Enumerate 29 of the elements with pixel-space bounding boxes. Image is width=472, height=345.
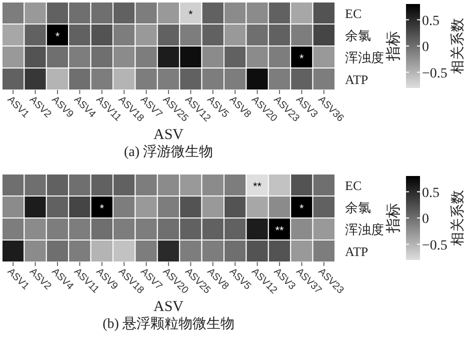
data-label: ** (253, 181, 262, 193)
color-bar-title: 相关系数 (450, 190, 466, 246)
color-bar-label: −0.5 (422, 66, 448, 82)
text: (b) 悬浮颗粒物微生物 (102, 316, 234, 332)
color-bar-label: 0.5 (422, 186, 440, 201)
color-bar-label: 0 (422, 212, 429, 227)
data-label: ** (275, 225, 284, 237)
text: (a) 浮游微生物 (124, 144, 214, 160)
y-tick-label: ATP (345, 72, 368, 87)
y-axis-title: 指标 (385, 31, 402, 62)
data-label: * (100, 203, 105, 215)
x-axis-title: ASV (153, 127, 184, 143)
data-label: * (188, 9, 194, 21)
y-axis-title: 指标 (385, 203, 402, 234)
data-label: * (55, 31, 60, 43)
data-label: * (300, 203, 305, 215)
color-bar-label: 0.5 (422, 14, 440, 29)
color-bar-label: 0 (422, 40, 429, 55)
y-tick-label: 余氯 (345, 200, 371, 215)
color-bar-label: −0.5 (422, 238, 448, 254)
data-label: * (300, 53, 305, 65)
color-bar-title: 相关系数 (450, 18, 466, 74)
x-axis-title: ASV (153, 299, 184, 315)
y-tick-label: 浑浊度 (345, 50, 384, 65)
y-tick-label: EC (345, 178, 362, 193)
y-tick-label: ATP (345, 244, 368, 259)
y-tick-label: 余氯 (345, 28, 371, 43)
y-tick-label: EC (345, 6, 362, 21)
y-tick-label: 浑浊度 (345, 222, 384, 237)
